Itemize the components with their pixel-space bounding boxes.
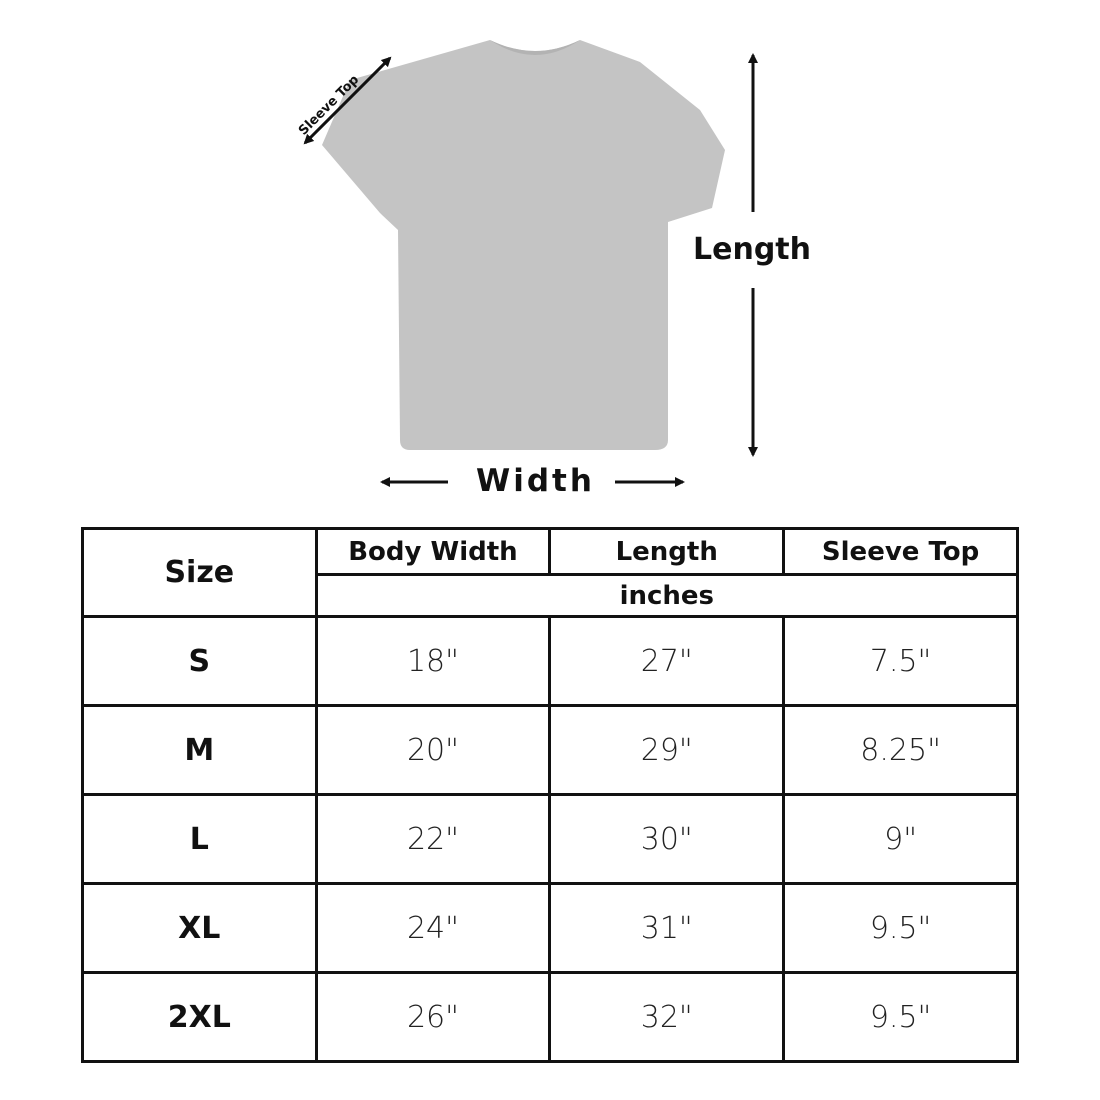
body-width-cell: 18" xyxy=(314,615,552,707)
length-cell: 30" xyxy=(548,793,786,885)
unit-header: inches xyxy=(314,573,1020,618)
body-width-cell: 20" xyxy=(314,704,552,796)
body-width-cell: 24" xyxy=(314,882,552,974)
length-cell: 27" xyxy=(548,615,786,707)
collar xyxy=(490,40,580,55)
length-label: Length xyxy=(693,232,811,267)
length-cell: 29" xyxy=(548,704,786,796)
size-chart-table: Size Body Width Length Sleeve Top inches… xyxy=(81,527,1020,1063)
sleeve-arrow-icon xyxy=(303,56,392,145)
width-label: Width xyxy=(476,463,595,499)
length-cell: 32" xyxy=(548,971,786,1063)
sleeve-top-cell: 9.5" xyxy=(782,971,1019,1063)
size-header: Size xyxy=(81,527,318,618)
length-header: Length xyxy=(548,527,786,576)
size-cell: XL xyxy=(81,882,318,974)
table-row: M 20" 29" 8.25" xyxy=(81,704,1019,796)
size-cell: S xyxy=(81,615,318,707)
tshirt-diagram xyxy=(303,40,758,487)
sleeve-top-cell: 9" xyxy=(782,793,1019,885)
sleeve-top-cell: 8.25" xyxy=(782,704,1019,796)
sleeve-top-cell: 9.5" xyxy=(782,882,1019,974)
size-cell: M xyxy=(81,704,318,796)
table-row: L 22" 30" 9" xyxy=(81,793,1019,885)
body-width-cell: 22" xyxy=(314,793,552,885)
table-row: XL 24" 31" 9.5" xyxy=(81,882,1019,974)
size-cell: L xyxy=(81,793,318,885)
body-width-cell: 26" xyxy=(314,971,552,1063)
body-width-header: Body Width xyxy=(314,527,552,576)
size-cell: 2XL xyxy=(81,971,318,1063)
table-row: 2XL 26" 32" 9.5" xyxy=(81,971,1019,1063)
table-row: S 18" 27" 7.5" xyxy=(81,615,1019,707)
tshirt-image xyxy=(322,40,725,450)
sleeve-top-cell: 7.5" xyxy=(782,615,1019,707)
sleeve-top-header: Sleeve Top xyxy=(782,527,1019,576)
length-cell: 31" xyxy=(548,882,786,974)
